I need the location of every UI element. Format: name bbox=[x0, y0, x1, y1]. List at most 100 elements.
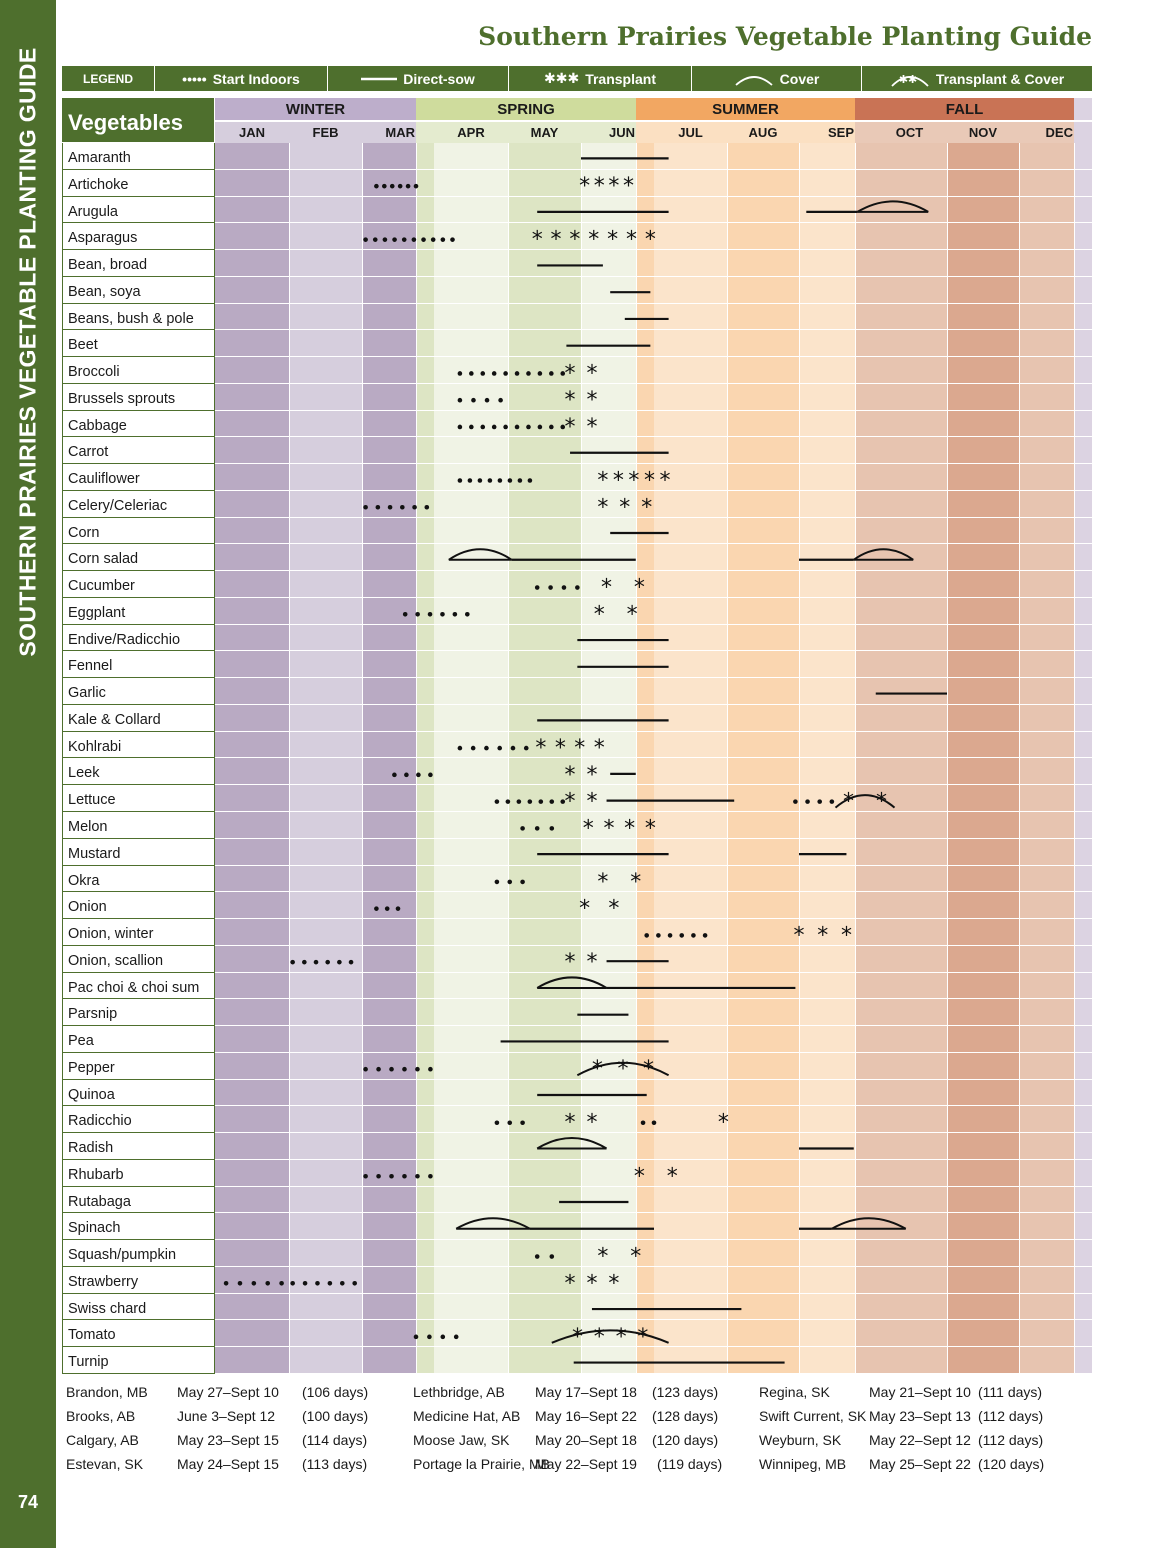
row-divider bbox=[215, 944, 1092, 946]
transplant-mark: * bbox=[583, 816, 594, 841]
vegetable-label: Onion, scallion bbox=[62, 946, 215, 973]
start-indoors-dot bbox=[237, 1281, 243, 1286]
start-indoors-dot bbox=[510, 745, 516, 751]
cover-arc bbox=[536, 1137, 608, 1150]
page-title: Southern Prairies Vegetable Planting Gui… bbox=[478, 22, 1092, 51]
start-indoors-dot bbox=[537, 371, 543, 376]
transplant-mark: * bbox=[586, 415, 597, 440]
row-divider bbox=[215, 623, 1092, 625]
start-indoors-dot bbox=[389, 1066, 394, 1072]
transplant-mark: * bbox=[619, 495, 630, 520]
start-indoors-dot bbox=[503, 424, 508, 430]
transplant-mark: * bbox=[569, 228, 580, 253]
transplant-cover-arc bbox=[551, 1329, 669, 1344]
start-indoors-dot bbox=[400, 504, 405, 510]
start-indoors-dot bbox=[251, 1281, 257, 1286]
start-indoors-dot bbox=[457, 478, 463, 483]
vegetable-label: Kale & Collard bbox=[62, 705, 215, 732]
start-indoors-dot bbox=[279, 1281, 284, 1286]
start-indoors-dot bbox=[480, 424, 486, 430]
month-label-apr: APR bbox=[457, 125, 485, 140]
vegetable-label: Pepper bbox=[62, 1053, 215, 1080]
sidebar: SOUTHERN PRAIRIES VEGETABLE PLANTING GUI… bbox=[0, 0, 56, 1548]
vegetable-label: Beet bbox=[62, 330, 215, 358]
start-indoors-dot bbox=[514, 371, 520, 376]
vegetable-label: Leek bbox=[62, 758, 215, 786]
start-indoors-dot bbox=[302, 959, 307, 965]
transplant-mark: * bbox=[551, 228, 562, 253]
transplant-cover-arc-icon bbox=[891, 75, 929, 87]
transplant-mark: * bbox=[841, 923, 852, 948]
transplant-mark: * bbox=[623, 174, 634, 199]
row-divider bbox=[215, 784, 1092, 786]
vegetable-label: Bean, soya bbox=[62, 277, 215, 304]
start-indoors-dot bbox=[487, 478, 493, 483]
start-indoors-dot bbox=[549, 826, 555, 831]
row-divider bbox=[215, 570, 1092, 572]
transplant-mark: * bbox=[667, 1164, 678, 1189]
start-indoors-dot bbox=[805, 799, 810, 804]
transplant-mark: * bbox=[535, 736, 546, 761]
cover-arc bbox=[448, 548, 513, 561]
row-divider bbox=[215, 436, 1092, 438]
vegetable-label: Rutabaga bbox=[62, 1187, 215, 1214]
frost-city: Regina, SK bbox=[759, 1384, 830, 1400]
vegetable-label: Spinach bbox=[62, 1213, 215, 1241]
start-indoors-dot bbox=[387, 504, 393, 510]
vegetable-label: Beans, bush & pole bbox=[62, 304, 215, 331]
start-indoors-dot bbox=[450, 237, 455, 242]
month-label-mar: MAR bbox=[385, 125, 415, 140]
legend: LEGEND ••••• Start Indoors Direct-sow ✱✱… bbox=[62, 66, 1092, 91]
frost-dates: May 16–Sept 22 bbox=[535, 1408, 637, 1424]
start-indoors-dot bbox=[560, 371, 566, 376]
direct-sow-label: Direct-sow bbox=[403, 70, 475, 87]
vegetable-label: Carrot bbox=[62, 437, 215, 465]
start-indoors-dot bbox=[457, 424, 463, 430]
start-indoors-dot bbox=[526, 424, 531, 430]
row-divider bbox=[215, 918, 1092, 920]
frost-dates: May 23–Sept 15 bbox=[177, 1432, 279, 1448]
transplant-mark: * bbox=[608, 897, 619, 922]
vegetable-label: Mustard bbox=[62, 839, 215, 866]
start-indoors-dot bbox=[537, 424, 543, 430]
start-indoors-dot bbox=[538, 799, 544, 804]
start-indoors-dot bbox=[549, 424, 554, 430]
transplant-mark: * bbox=[586, 763, 597, 788]
vegetable-label: Radish bbox=[62, 1133, 215, 1160]
cover-arc-icon bbox=[735, 75, 773, 86]
cover-arc bbox=[853, 548, 914, 561]
month-label-aug: AUG bbox=[748, 125, 778, 140]
frost-dates: May 25–Sept 22 bbox=[869, 1456, 971, 1472]
start-indoors-dot bbox=[679, 933, 685, 938]
transplant-mark: * bbox=[586, 950, 597, 975]
start-indoors-dot bbox=[302, 1281, 308, 1286]
vegetable-label: Brussels sprouts bbox=[62, 384, 215, 411]
month-label-nov: NOV bbox=[968, 125, 998, 140]
start-indoors-dot bbox=[516, 799, 522, 804]
start-indoors-dot bbox=[477, 478, 483, 483]
start-indoors-dot bbox=[428, 1173, 433, 1179]
row-divider bbox=[215, 596, 1092, 598]
start-indoors-dot bbox=[392, 237, 397, 242]
start-indoors-dot bbox=[402, 1066, 407, 1072]
transplant-mark: * bbox=[565, 950, 576, 975]
vegetable-label: Pac choi & choi sum bbox=[62, 973, 215, 1000]
start-indoors-dot bbox=[534, 826, 540, 831]
frost-city: Medicine Hat, AB bbox=[413, 1408, 521, 1424]
start-indoors-dot bbox=[348, 959, 354, 965]
start-indoors-dot bbox=[315, 1281, 320, 1286]
row-divider bbox=[215, 998, 1092, 1000]
transplant-mark: * bbox=[617, 1057, 628, 1082]
month-header-bg bbox=[215, 122, 416, 143]
month-label-oct: OCT bbox=[895, 125, 924, 140]
transplant-mark: * bbox=[565, 1111, 576, 1136]
frost-dates: May 17–Sept 18 bbox=[535, 1384, 637, 1400]
row-divider bbox=[215, 1319, 1092, 1321]
start-indoors-dot bbox=[411, 237, 417, 242]
transplant-mark: * bbox=[586, 388, 597, 413]
frost-dates: May 24–Sept 15 bbox=[177, 1456, 279, 1472]
transplant-mark: * bbox=[626, 228, 637, 253]
frost-days: (120 days) bbox=[652, 1432, 719, 1448]
frost-days: (100 days) bbox=[302, 1408, 369, 1424]
transplant-mark: * bbox=[594, 1325, 605, 1350]
